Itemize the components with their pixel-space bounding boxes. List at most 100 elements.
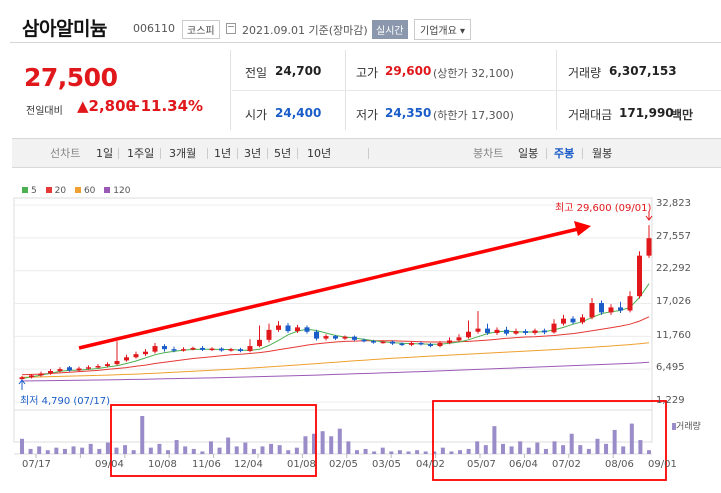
- candle-body: [504, 329, 509, 334]
- tab-period-1w[interactable]: 1주일: [127, 147, 155, 160]
- tab-period-3y[interactable]: 3년: [244, 147, 262, 160]
- open-value: 24,400: [275, 106, 322, 120]
- candle-body: [589, 303, 595, 318]
- tab-period-1d[interactable]: 1일: [96, 147, 114, 160]
- corp-overview-label: 기업개요: [420, 26, 457, 37]
- candle-body: [399, 343, 405, 346]
- candle-body: [219, 348, 224, 351]
- volume-bar: [88, 443, 93, 454]
- legend-ma120: 120: [104, 186, 130, 196]
- candle-body: [152, 346, 158, 352]
- tab-period-5y[interactable]: 5년: [274, 147, 292, 160]
- candle-body: [475, 328, 481, 332]
- volume-bar: [337, 428, 342, 454]
- candle-body: [608, 307, 614, 313]
- divider: [160, 148, 161, 159]
- x-tick: 04/02: [416, 459, 445, 470]
- volume-bar: [312, 433, 317, 454]
- current-price: 27,500: [24, 63, 118, 92]
- candle-body: [361, 339, 367, 342]
- volume-bar: [569, 433, 574, 454]
- candle-body: [133, 354, 139, 358]
- volume-bar: [157, 443, 162, 454]
- high-annotation: 최고 29,600 (09/01): [555, 203, 652, 214]
- volume-bar: [518, 441, 523, 454]
- tab-daily[interactable]: 일봉: [518, 147, 539, 160]
- divider: [546, 148, 547, 159]
- candle-body: [171, 349, 177, 351]
- stock-header: 삼아알미늄 006110 코스피 2021.09.01 기준(장마감) 실시간 …: [0, 0, 721, 44]
- volume-bar: [363, 448, 368, 454]
- candle-body: [437, 342, 443, 347]
- chevron-down-icon: ▾: [460, 26, 466, 37]
- x-tick: 09/04: [95, 459, 124, 470]
- volume-bar: [105, 442, 110, 454]
- volume-bar: [595, 438, 600, 454]
- candle-body: [646, 238, 652, 256]
- candle-body: [513, 331, 519, 334]
- prev-change-label: 전일대비: [26, 106, 63, 117]
- volume-bar: [629, 423, 634, 454]
- volume-bar: [552, 441, 557, 454]
- tab-period-10y[interactable]: 10년: [307, 147, 332, 160]
- candle-body: [67, 367, 72, 371]
- volume-bar: [200, 451, 205, 454]
- tab-monthly[interactable]: 월봉: [592, 147, 613, 160]
- candle-body: [561, 318, 566, 324]
- x-tick: 07/02: [552, 459, 581, 470]
- candle-body: [19, 377, 25, 380]
- prev-close-label: 전일: [245, 66, 268, 80]
- y-tick: 17,026: [656, 296, 691, 307]
- header-divider: [10, 42, 721, 43]
- candle-body: [190, 347, 196, 350]
- candle-chart-label: 봉차트: [473, 147, 504, 160]
- chart-legend: 5 20 60 120: [22, 186, 136, 196]
- candle-body: [333, 336, 338, 339]
- candle-body: [618, 307, 623, 311]
- y-tick: 32,823: [656, 198, 691, 209]
- x-tick: 02/05: [329, 459, 358, 470]
- market-badge: 코스피: [182, 20, 220, 39]
- x-tick: 07/17: [22, 459, 51, 470]
- volume-bar: [28, 448, 33, 454]
- volume-label: 거래량: [568, 66, 602, 80]
- divider: [237, 148, 238, 159]
- candle-body: [209, 348, 215, 351]
- volume-bar: [406, 451, 411, 454]
- highlight-box: [110, 404, 317, 477]
- tab-period-3m[interactable]: 3개월: [169, 147, 197, 160]
- candle-body: [105, 364, 110, 367]
- x-tick: 10/08: [148, 459, 177, 470]
- volume-bar: [526, 447, 531, 454]
- x-tick: 09/01: [648, 459, 677, 470]
- volume-bar: [423, 451, 428, 454]
- volume-bar: [604, 443, 609, 454]
- volume-bar: [294, 447, 299, 454]
- tab-period-1y[interactable]: 1년: [214, 147, 232, 160]
- corp-overview-dropdown[interactable]: 기업개요 ▾: [414, 19, 472, 40]
- y-tick: 6,495: [656, 362, 685, 373]
- volume-bar: [346, 441, 351, 454]
- volume-bar: [234, 446, 239, 454]
- candle-body: [285, 325, 291, 332]
- volume-bar: [483, 445, 488, 454]
- candle-body: [456, 337, 462, 341]
- line-chart-label: 선차트: [50, 147, 81, 160]
- volume-bar: [183, 446, 188, 454]
- volume-bar: [475, 441, 480, 454]
- trend-arrow-head: [574, 221, 591, 236]
- volume-bar: [45, 450, 50, 454]
- legend-ma5: 5: [22, 186, 37, 196]
- ma60-line: [21, 342, 650, 378]
- x-tick: 01/08: [287, 459, 316, 470]
- realtime-button[interactable]: 실시간: [372, 20, 408, 39]
- volume-bar: [260, 446, 265, 454]
- volume-bar: [148, 447, 153, 454]
- candle-body: [342, 336, 348, 339]
- candle-body: [238, 349, 243, 352]
- divider: [267, 148, 268, 159]
- volume-bar: [500, 443, 505, 454]
- volume-bar: [174, 440, 179, 454]
- tab-weekly[interactable]: 주봉: [554, 147, 575, 160]
